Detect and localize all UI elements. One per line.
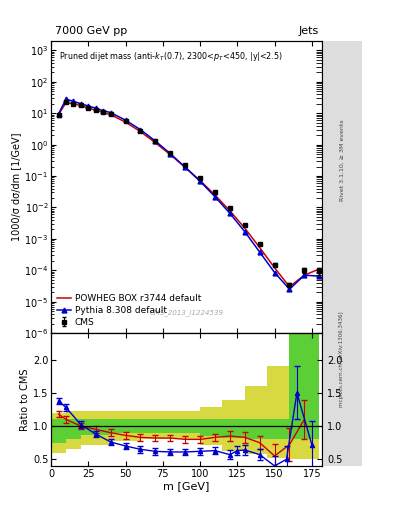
- POWHEG BOX r3744 default: [228, 208, 232, 214]
- POWHEG BOX r3744 default: [287, 284, 292, 290]
- Pythia 8.308 default: [56, 111, 61, 117]
- Pythia 8.308 default: [153, 138, 158, 144]
- Pythia 8.308 default: [108, 110, 113, 116]
- Text: 7000 GeV pp: 7000 GeV pp: [55, 26, 127, 36]
- Text: Pruned dijet mass (anti-$k_T$(0.7), 2300<$p_T$<450, |y|<2.5): Pruned dijet mass (anti-$k_T$(0.7), 2300…: [59, 50, 283, 63]
- POWHEG BOX r3744 default: [302, 272, 307, 278]
- POWHEG BOX r3744 default: [242, 225, 247, 231]
- Pythia 8.308 default: [79, 101, 83, 107]
- Pythia 8.308 default: [287, 286, 292, 292]
- POWHEG BOX r3744 default: [198, 178, 202, 184]
- Legend: POWHEG BOX r3744 default, Pythia 8.308 default, CMS: POWHEG BOX r3744 default, Pythia 8.308 d…: [55, 292, 203, 329]
- POWHEG BOX r3744 default: [257, 244, 262, 250]
- POWHEG BOX r3744 default: [153, 140, 158, 146]
- Y-axis label: 1000/σ dσ/dm [1/GeV]: 1000/σ dσ/dm [1/GeV]: [11, 133, 21, 241]
- Pythia 8.308 default: [257, 249, 262, 255]
- Pythia 8.308 default: [228, 210, 232, 217]
- Line: Pythia 8.308 default: Pythia 8.308 default: [56, 97, 322, 292]
- POWHEG BOX r3744 default: [317, 266, 321, 272]
- POWHEG BOX r3744 default: [71, 101, 76, 107]
- Y-axis label: Ratio to CMS: Ratio to CMS: [20, 368, 30, 431]
- POWHEG BOX r3744 default: [183, 164, 187, 170]
- Pythia 8.308 default: [64, 96, 68, 102]
- Pythia 8.308 default: [101, 108, 106, 114]
- Text: mcplots.cern.ch [arXiv:1306.3436]: mcplots.cern.ch [arXiv:1306.3436]: [340, 312, 344, 408]
- POWHEG BOX r3744 default: [168, 152, 173, 158]
- POWHEG BOX r3744 default: [94, 107, 98, 113]
- Pythia 8.308 default: [183, 164, 187, 170]
- Pythia 8.308 default: [168, 151, 173, 157]
- Pythia 8.308 default: [272, 269, 277, 275]
- Text: Rivet 3.1.10, ≥ 3M events: Rivet 3.1.10, ≥ 3M events: [340, 119, 344, 201]
- Pythia 8.308 default: [71, 98, 76, 104]
- POWHEG BOX r3744 default: [86, 105, 91, 111]
- Pythia 8.308 default: [242, 228, 247, 234]
- Text: Jets: Jets: [298, 26, 318, 36]
- Pythia 8.308 default: [138, 126, 143, 133]
- POWHEG BOX r3744 default: [108, 112, 113, 118]
- Pythia 8.308 default: [86, 103, 91, 109]
- POWHEG BOX r3744 default: [64, 99, 68, 105]
- POWHEG BOX r3744 default: [272, 265, 277, 271]
- POWHEG BOX r3744 default: [213, 192, 217, 198]
- Text: CMS_2013_I1224539: CMS_2013_I1224539: [150, 309, 224, 315]
- Pythia 8.308 default: [94, 105, 98, 111]
- POWHEG BOX r3744 default: [101, 110, 106, 116]
- POWHEG BOX r3744 default: [138, 129, 143, 135]
- Pythia 8.308 default: [317, 273, 321, 279]
- X-axis label: m [GeV]: m [GeV]: [163, 481, 210, 492]
- Pythia 8.308 default: [123, 117, 128, 123]
- POWHEG BOX r3744 default: [56, 112, 61, 118]
- Pythia 8.308 default: [302, 272, 307, 278]
- Pythia 8.308 default: [198, 178, 202, 184]
- Pythia 8.308 default: [213, 194, 217, 200]
- POWHEG BOX r3744 default: [123, 119, 128, 125]
- Line: POWHEG BOX r3744 default: POWHEG BOX r3744 default: [59, 102, 319, 287]
- POWHEG BOX r3744 default: [79, 102, 83, 109]
